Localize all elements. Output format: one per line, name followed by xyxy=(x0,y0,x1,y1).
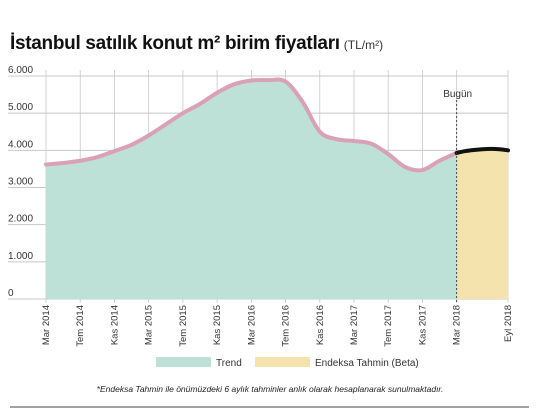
forecast-area xyxy=(456,148,508,299)
x-tick-label: Kas 2015 xyxy=(212,305,223,345)
x-tick-label: Kas 2017 xyxy=(417,305,428,345)
legend-swatch-forecast xyxy=(255,357,310,367)
x-tick-label: Kas 2016 xyxy=(315,305,326,345)
chart-unit: (TL/m²) xyxy=(343,38,384,52)
trend-area xyxy=(46,79,457,299)
x-tick-label: Eyl 2018 xyxy=(503,305,514,342)
legend-label-forecast: Endeksa Tahmin (Beta) xyxy=(315,358,419,369)
legend: Trend Endeksa Tahmin (Beta) xyxy=(156,357,419,369)
x-tick-layer: Mar 2014 Tem 2014 Kas 2014 Mar 2015 Tem 2015… xyxy=(41,305,514,347)
forecast-line xyxy=(454,146,510,155)
x-tick-label: Tem 2017 xyxy=(383,305,394,347)
chart-title: İstanbul satılık konut m² birim fiyatlar… xyxy=(10,33,340,54)
y-tick-label: 0 xyxy=(8,288,14,299)
trend-line xyxy=(44,77,459,173)
x-tick-label: Tem 2015 xyxy=(178,305,189,347)
x-tick-label: Mar 2016 xyxy=(246,305,257,345)
x-tick-label: Mar 2017 xyxy=(349,305,360,345)
y-tick-layer: 0 1.000 2.000 3.000 4.000 5.000 6.000 xyxy=(8,65,33,299)
chart-title-block: İstanbul satılık konut m² birim fiyatlar… xyxy=(10,33,383,55)
today-marker-layer: Bugün xyxy=(443,89,472,303)
chart-footnote: *Endeksa Tahmin ile önümüzdeki 6 aylık t… xyxy=(97,384,444,394)
line-layer xyxy=(44,77,510,173)
x-tick-label: Mar 2014 xyxy=(41,305,52,345)
x-tick-label: Kas 2014 xyxy=(109,305,120,345)
x-tick-label: Mar 2018 xyxy=(452,305,463,345)
legend-label-trend: Trend xyxy=(216,358,242,369)
y-tick-label: 1.000 xyxy=(8,251,33,262)
y-tick-label: 2.000 xyxy=(8,214,33,225)
x-tick-label: Mar 2015 xyxy=(144,305,155,345)
x-tick-label: Tem 2016 xyxy=(281,305,292,347)
y-tick-label: 6.000 xyxy=(8,65,33,76)
y-tick-label: 5.000 xyxy=(8,102,33,113)
legend-swatch-trend xyxy=(156,357,211,367)
today-marker-label: Bugün xyxy=(443,89,472,100)
y-tick-label: 3.000 xyxy=(8,177,33,188)
x-tick-label: Tem 2014 xyxy=(75,305,86,347)
area-layer xyxy=(46,79,508,299)
y-tick-label: 4.000 xyxy=(8,139,33,150)
